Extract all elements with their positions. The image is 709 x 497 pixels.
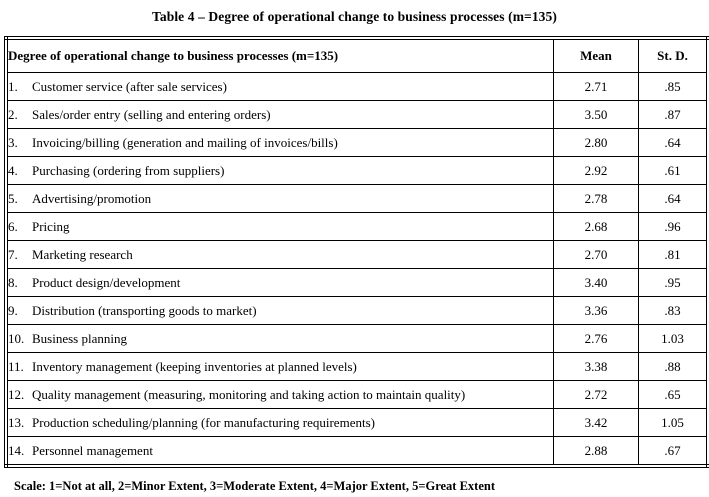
std-cell: .81 (638, 240, 709, 269)
mean-cell: 3.36 (553, 296, 639, 325)
row-label: Pricing (32, 218, 70, 234)
process-cell: 3. Invoicing/billing (generation and mail… (5, 128, 554, 157)
table-row: 10. Business planning 2.76 1.03 (5, 324, 709, 353)
table-row: 2. Sales/order entry (selling and enterin… (5, 100, 709, 129)
row-number: 14. (8, 442, 25, 458)
row-label: Quality management (measuring, monitorin… (32, 386, 466, 402)
std-cell: .85 (638, 72, 709, 101)
row-label: Business planning (32, 330, 127, 346)
table-row: 1. Customer service (after sale services)… (5, 72, 709, 101)
row-label: Marketing research (32, 246, 133, 262)
row-number: 1. (8, 78, 18, 94)
row-number: 4. (8, 162, 18, 178)
mean-cell: 2.68 (553, 212, 639, 241)
header-process: Degree of operational change to business… (5, 37, 554, 73)
row-label: Product design/development (32, 274, 181, 290)
row-number: 8. (8, 274, 18, 290)
header-std: St. D. (638, 37, 709, 73)
scale-footnote: Scale: 1=Not at all, 2=Minor Extent, 3=M… (14, 479, 496, 493)
process-cell: 11. Inventory management (keeping invento… (5, 352, 554, 381)
table-row: 14. Personnel management 2.88.67 (5, 436, 709, 467)
mean-cell: 3.50 (553, 100, 639, 129)
row-number: 13. (8, 414, 25, 430)
table-row: 5. Advertising/promotion 2.78.64 (5, 184, 709, 213)
process-cell: 7. Marketing research (5, 240, 554, 269)
mean-cell: 2.71 (553, 72, 639, 101)
row-label: Sales/order entry (selling and entering … (32, 106, 271, 122)
row-number: 5. (8, 190, 18, 206)
mean-cell: 2.88 (553, 436, 639, 467)
std-cell: .61 (638, 156, 709, 185)
table-row: 3. Invoicing/billing (generation and mail… (5, 128, 709, 157)
row-label: Distribution (transporting goods to mark… (32, 302, 257, 318)
table-row: 9. Distribution (transporting goods to ma… (5, 296, 709, 325)
row-label: Purchasing (ordering from suppliers) (32, 162, 225, 178)
process-cell: 2. Sales/order entry (selling and enterin… (5, 100, 554, 129)
process-cell: 10. Business planning (5, 324, 554, 353)
mean-cell: 3.40 (553, 268, 639, 297)
process-cell: 14. Personnel management (5, 436, 554, 467)
process-cell: 8. Product design/development (5, 268, 554, 297)
header-row: Degree of operational change to business… (5, 37, 709, 73)
table-header: Degree of operational change to business… (5, 37, 709, 73)
row-number: 9. (8, 302, 18, 318)
row-number: 3. (8, 134, 18, 150)
row-label: Personnel management (32, 442, 153, 458)
process-cell: 9. Distribution (transporting goods to ma… (5, 296, 554, 325)
row-label: Invoicing/billing (generation and mailin… (32, 134, 338, 150)
table-body: 1. Customer service (after sale services)… (5, 72, 709, 467)
row-number: 2. (8, 106, 18, 122)
row-label: Advertising/promotion (32, 190, 152, 206)
table-row: 11. Inventory management (keeping invento… (5, 352, 709, 381)
table-caption: Table 4 – Degree of operational change t… (152, 9, 557, 24)
table-row: 12. Quality management (measuring, monito… (5, 380, 709, 409)
operational-change-table: Degree of operational change to business… (4, 36, 709, 468)
process-cell: 4. Purchasing (ordering from suppliers) (5, 156, 554, 185)
mean-cell: 3.42 (553, 408, 639, 437)
std-cell: .67 (638, 436, 709, 467)
process-cell: 12. Quality management (measuring, monito… (5, 380, 554, 409)
mean-cell: 2.76 (553, 324, 639, 353)
std-cell: .64 (638, 184, 709, 213)
mean-cell: 2.92 (553, 156, 639, 185)
table-row: 6. Pricing 2.68.96 (5, 212, 709, 241)
row-number: 10. (8, 330, 25, 346)
process-cell: 13. Production scheduling/planning (for m… (5, 408, 554, 437)
header-mean: Mean (553, 37, 639, 73)
std-cell: .95 (638, 268, 709, 297)
table-row: 4. Purchasing (ordering from suppliers) 2.… (5, 156, 709, 185)
row-number: 11. (8, 358, 24, 374)
row-number: 6. (8, 218, 18, 234)
std-cell: .65 (638, 380, 709, 409)
std-cell: .64 (638, 128, 709, 157)
table-row: 8. Product design/development 3.40.95 (5, 268, 709, 297)
row-label: Production scheduling/planning (for manu… (32, 414, 375, 430)
mean-cell: 3.38 (553, 352, 639, 381)
process-cell: 5. Advertising/promotion (5, 184, 554, 213)
std-cell: .96 (638, 212, 709, 241)
std-cell: .88 (638, 352, 709, 381)
mean-cell: 2.80 (553, 128, 639, 157)
mean-cell: 2.70 (553, 240, 639, 269)
process-cell: 6. Pricing (5, 212, 554, 241)
std-cell: .87 (638, 100, 709, 129)
mean-cell: 2.78 (553, 184, 639, 213)
process-cell: 1. Customer service (after sale services) (5, 72, 554, 101)
row-number: 7. (8, 246, 18, 262)
mean-cell: 2.72 (553, 380, 639, 409)
std-cell: .83 (638, 296, 709, 325)
row-label: Customer service (after sale services) (32, 78, 227, 94)
table-row: 13. Production scheduling/planning (for m… (5, 408, 709, 437)
std-cell: 1.03 (638, 324, 709, 353)
row-label: Inventory management (keeping inventorie… (32, 358, 357, 374)
std-cell: 1.05 (638, 408, 709, 437)
table-row: 7. Marketing research 2.70.81 (5, 240, 709, 269)
row-number: 12. (8, 386, 25, 402)
